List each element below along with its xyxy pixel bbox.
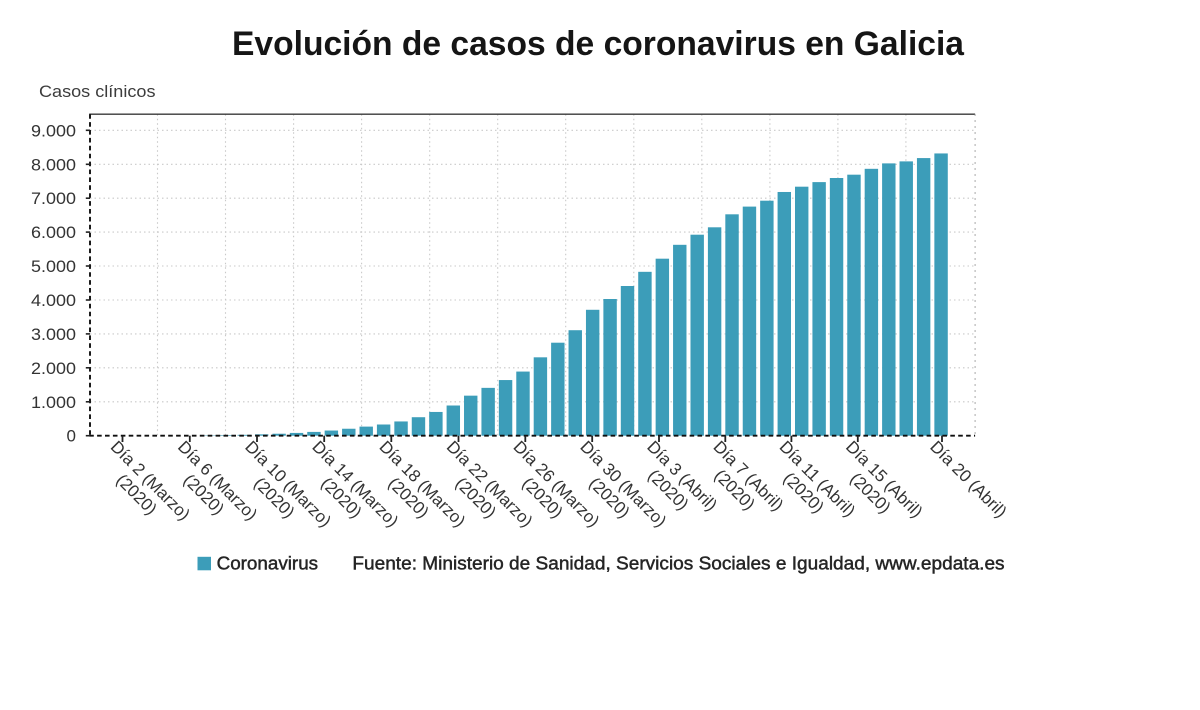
svg-text:2.000: 2.000 [31, 359, 76, 378]
svg-text:6.000: 6.000 [31, 223, 76, 242]
svg-text:Coronavirus: Coronavirus [217, 553, 319, 573]
svg-text:4.000: 4.000 [31, 291, 76, 310]
svg-text:Casos clínicos: Casos clínicos [39, 82, 156, 101]
svg-text:8.000: 8.000 [31, 155, 76, 174]
svg-text:0: 0 [67, 427, 76, 446]
svg-text:3.000: 3.000 [31, 325, 76, 344]
svg-text:1.000: 1.000 [31, 393, 76, 412]
svg-text:Fuente: Ministerio de Sanidad,: Fuente: Ministerio de Sanidad, Servicios… [352, 553, 1004, 573]
svg-text:5.000: 5.000 [31, 257, 76, 276]
svg-text:Evolución de casos de coronavi: Evolución de casos de coronavirus en Gal… [232, 25, 965, 63]
svg-text:7.000: 7.000 [31, 189, 76, 208]
svg-text:9.000: 9.000 [31, 121, 76, 140]
